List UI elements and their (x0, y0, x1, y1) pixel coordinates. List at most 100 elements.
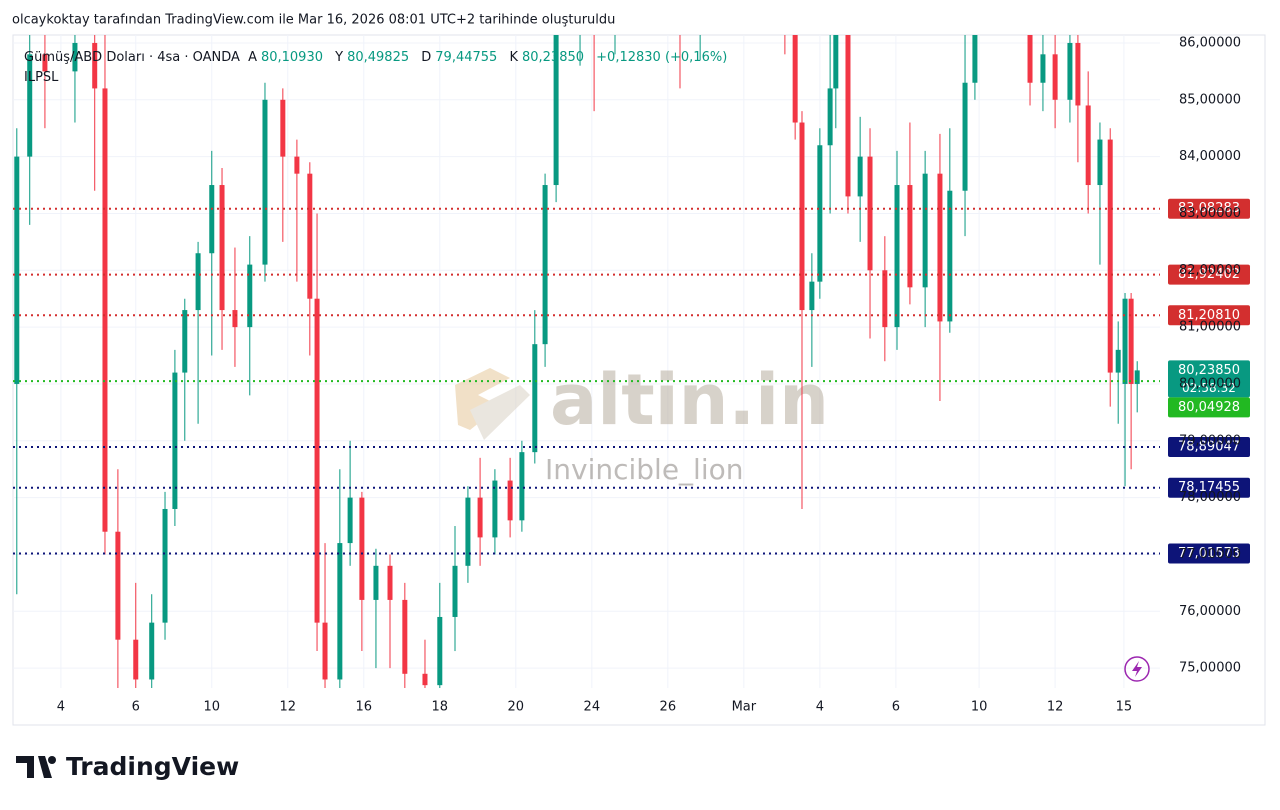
candle-body (962, 82, 968, 191)
price-level-box (1168, 543, 1250, 564)
candle-body (422, 673, 428, 686)
watermark-brand: altin.in (550, 359, 829, 441)
candle-body (149, 622, 155, 680)
ohlc-label: A (248, 50, 257, 65)
candle-body (553, 35, 559, 186)
y-tick-label: 77,00000 (1179, 547, 1241, 562)
price-level-label: 81,20810 (1178, 308, 1240, 323)
candle-body (402, 599, 408, 674)
price-level-box (1168, 437, 1250, 458)
watermark: altin.in Invincible_lion (455, 359, 829, 486)
candle-body (359, 497, 365, 600)
candle-body (1122, 298, 1128, 384)
candle-body (492, 480, 498, 538)
alert-icon[interactable] (1132, 661, 1142, 677)
axes: 75,00000 76,00000 77,00000 78,00000 79,00000… (57, 35, 1241, 714)
candle-body (809, 281, 815, 311)
change: +0,12830 (+0,16%) (596, 50, 728, 65)
y-tick-label: 80,00000 (1179, 376, 1241, 391)
candle-body (182, 310, 188, 373)
grid (13, 35, 1160, 688)
candle-body (532, 344, 538, 453)
countdown: 02:58:32 (1182, 381, 1236, 395)
candle-body (845, 35, 851, 197)
candle-body (72, 42, 78, 72)
candle-body (195, 253, 201, 311)
y-tick-label: 76,00000 (1179, 604, 1241, 619)
candle-body (437, 616, 443, 686)
x-tick-label: 15 (1116, 700, 1133, 715)
price-level-label: 81,92402 (1178, 267, 1240, 282)
price-level-box (1168, 477, 1250, 498)
candle-body (280, 99, 286, 157)
candle-body (1027, 35, 1033, 83)
candle-body (373, 565, 379, 600)
candle-body (1107, 139, 1113, 373)
candle-body (172, 372, 178, 509)
candle-body (102, 88, 108, 532)
candle-body (1134, 370, 1140, 384)
chart-frame (12, 34, 1266, 726)
candle-body (347, 497, 353, 544)
price-level-label: 78,17455 (1178, 480, 1240, 495)
logo-mark (16, 756, 52, 778)
price-levels: 83,08283 81,92402 81,20810 80,23850 02:58:32… (13, 198, 1250, 564)
candle-body (894, 185, 900, 328)
candle-body (162, 508, 168, 623)
candle-body (219, 185, 225, 311)
candle-body (833, 35, 839, 89)
candle-body (507, 480, 513, 521)
legend-row: Gümüş/ABD Doları · 4sa · OANDA A 80,10930… (24, 48, 735, 68)
y-tick-label: 83,00000 (1179, 206, 1241, 221)
candle-body (698, 0, 703, 15)
candle-body (677, 0, 682, 15)
candle-body (209, 185, 215, 254)
y-tick-label: 78,00000 (1179, 490, 1241, 505)
legend: Gümüş/ABD Doları · 4sa · OANDA A 80,10930… (24, 48, 735, 88)
watermark-logo (470, 385, 530, 440)
x-tick-label: 12 (1047, 700, 1064, 715)
candle-body (867, 156, 873, 271)
candle-body (1040, 54, 1046, 83)
x-tick-label: 10 (971, 700, 988, 715)
candle-body (465, 497, 471, 566)
candle-body (1115, 349, 1121, 373)
indicator: ILPSL (24, 70, 59, 85)
candle-body (907, 185, 913, 288)
candle-body (763, 0, 768, 15)
y-tick-label: 82,00000 (1179, 263, 1241, 278)
price-level-label: 80,23850 (1178, 363, 1240, 378)
x-tick-label: 12 (280, 700, 297, 715)
price-level-box (1168, 397, 1250, 418)
candle-body (1097, 139, 1103, 186)
candle-body (972, 35, 978, 83)
candle-body (322, 622, 328, 680)
candle-body (782, 15, 787, 26)
x-tick-label: Mar (732, 700, 757, 715)
candle-body (882, 270, 888, 328)
y-tick-label: 81,00000 (1179, 320, 1241, 335)
candle-body (817, 145, 823, 282)
candle-body (262, 99, 268, 265)
candle-body (542, 185, 548, 345)
candle-body (519, 452, 525, 521)
candle-body (42, 54, 48, 72)
ohlc-label: D (421, 50, 432, 65)
price-level-label: 80,04928 (1178, 400, 1240, 415)
x-tick-label: 24 (584, 700, 601, 715)
price-level-label: 78,89047 (1178, 440, 1240, 455)
x-tick-label: 4 (816, 700, 824, 715)
x-tick-label: 6 (892, 700, 900, 715)
candle-body (92, 42, 98, 89)
price-level-label: 83,08283 (1178, 201, 1240, 216)
alert-icon[interactable] (1124, 656, 1150, 682)
price-level-box (1168, 264, 1250, 285)
y-tick-label: 86,00000 (1179, 35, 1241, 50)
x-tick-label: 26 (660, 700, 677, 715)
candle-body (799, 122, 805, 311)
price-level-box (1168, 305, 1250, 326)
candle-body (247, 264, 253, 328)
candles (14, 0, 1140, 688)
x-tick-label: 10 (203, 700, 220, 715)
watermark-logo (455, 368, 510, 430)
